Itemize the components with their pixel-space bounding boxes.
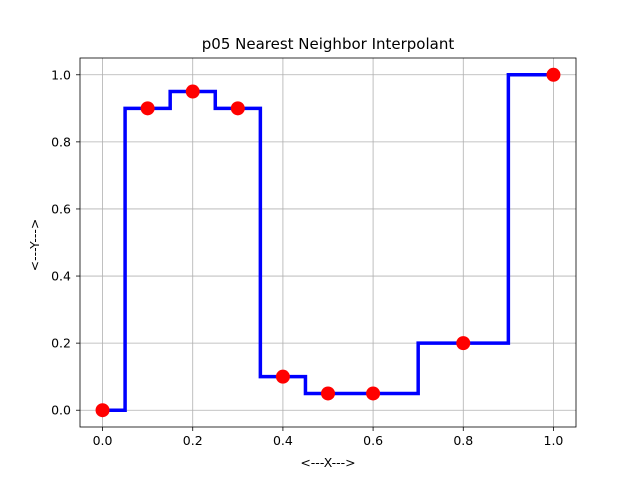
- x-tick-label: 0.6: [363, 433, 383, 448]
- plot-frame: [79, 57, 577, 428]
- data-point: [95, 403, 110, 418]
- y-tick-label: 0.6: [51, 201, 71, 216]
- y-axis-label: <---Y--->: [27, 219, 42, 272]
- data-point: [140, 101, 155, 116]
- y-tick-label: 1.0: [51, 67, 71, 82]
- y-tick-label: 0.4: [51, 269, 71, 284]
- data-point: [366, 386, 381, 401]
- data-point: [230, 101, 245, 116]
- grid: [80, 58, 576, 427]
- y-tick-label: 0.8: [51, 134, 71, 149]
- x-tick-label: 0.2: [183, 433, 203, 448]
- x-tick-label: 1.0: [544, 433, 564, 448]
- data-point: [275, 369, 290, 384]
- x-tick-label: 0.0: [93, 433, 113, 448]
- series-layer: [95, 67, 561, 418]
- chart-title: p05 Nearest Neighbor Interpolant: [202, 35, 455, 53]
- data-point: [456, 336, 471, 351]
- data-point: [185, 84, 200, 99]
- x-tick-label: 0.8: [453, 433, 473, 448]
- x-axis-label: <---X--->: [300, 455, 355, 470]
- axes: 0.0 0.2 0.4 0.6 0.8 1.0 0.0 0.2 0.4 0.6 0.8 1.0: [51, 57, 577, 448]
- data-point: [546, 67, 561, 82]
- y-tick-label: 0.2: [51, 336, 71, 351]
- y-tick-label: 0.0: [51, 403, 71, 418]
- data-point: [321, 386, 335, 401]
- x-tick-label: 0.4: [273, 433, 293, 448]
